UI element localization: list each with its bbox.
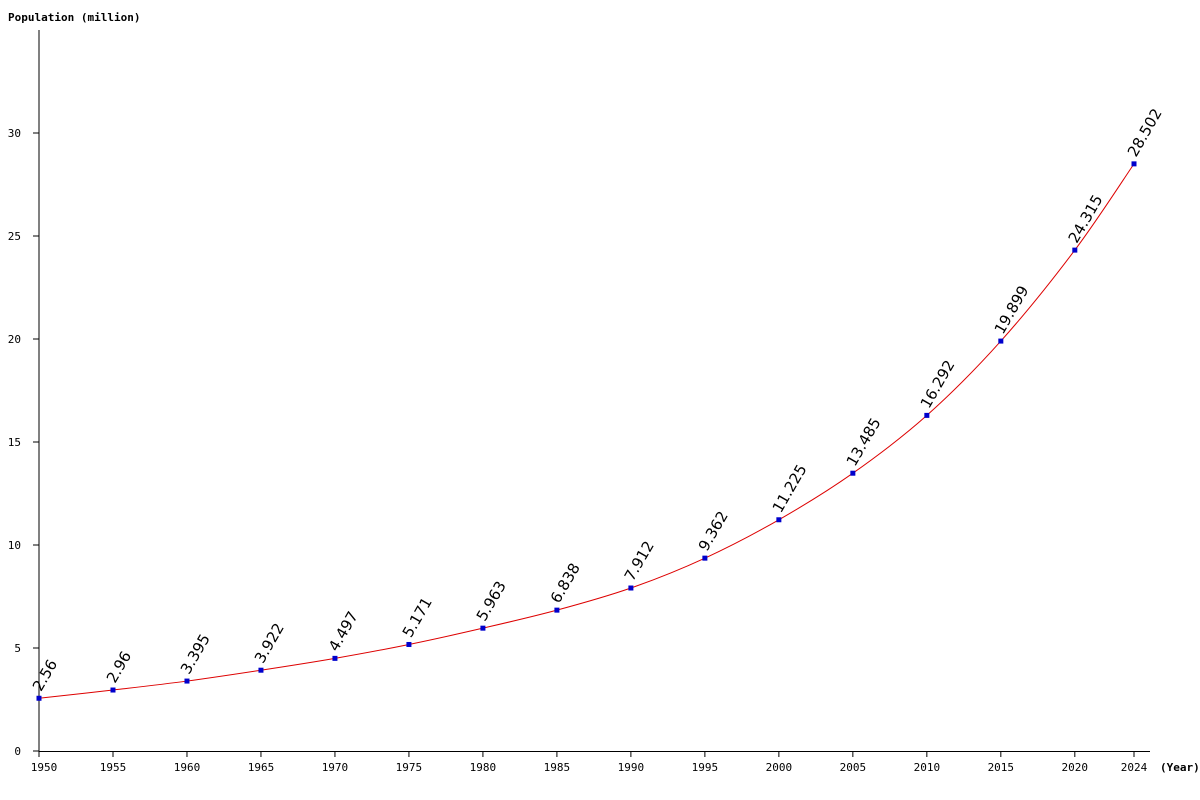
data-point-marker [480,625,486,631]
data-point-label: 3.395 [177,631,214,677]
data-point-label: 9.362 [695,508,732,554]
x-tick-label: 2020 [1062,761,1089,774]
data-point-marker [998,338,1004,344]
x-tick-label: 1955 [100,761,127,774]
x-tick-label: 1980 [470,761,497,774]
y-axis-title: Population (million) [8,11,140,24]
data-point-label: 2.56 [29,656,61,694]
y-tick-label: 25 [8,230,21,243]
data-point-marker [924,412,930,418]
data-point-label: 13.485 [843,415,885,469]
x-tick-label: 1995 [692,761,719,774]
x-axis-title: (Year) [1160,761,1200,774]
x-tick-label: 2024 [1121,761,1148,774]
data-point-label: 5.171 [399,594,436,640]
data-point-marker [184,678,190,684]
x-tick-label: 1950 [31,761,58,774]
data-point-marker [776,517,782,523]
data-point-label: 4.497 [325,608,362,654]
data-point-marker [702,555,708,561]
x-tick-label: 1975 [396,761,423,774]
x-tick-label: 1960 [174,761,201,774]
x-tick-label: 2000 [766,761,793,774]
y-tick-label: 15 [8,436,21,449]
data-point-label: 28.502 [1124,105,1166,159]
x-tick-label: 1985 [544,761,571,774]
x-axis-ticks: 1950 1955 1960 1965 1970 1975 1980 1985 1990 1995… [31,751,1148,774]
data-point-marker [628,585,634,591]
data-point-label: 3.922 [251,620,288,666]
data-point-marker [110,687,116,693]
data-point-label: 5.963 [473,578,510,624]
data-point-marker [406,641,412,647]
data-point-marker [1131,161,1137,167]
x-tick-label: 1970 [322,761,349,774]
data-point-marker [332,655,338,661]
y-tick-label: 30 [8,127,21,140]
series-line [38,163,1135,699]
data-point-label: 24.315 [1065,192,1107,246]
series-data-labels: 2.56 2.96 3.395 3.922 4.497 5.171 5.963 6.838 7.… [29,105,1166,694]
x-tick-label: 2015 [988,761,1015,774]
y-tick-label: 0 [14,745,21,758]
data-point-label: 2.96 [103,648,135,686]
data-point-label: 7.912 [621,538,658,584]
y-tick-label: 20 [8,333,21,346]
x-tick-label: 1965 [248,761,275,774]
x-tick-label: 2010 [914,761,941,774]
data-point-marker [258,667,264,673]
data-point-label: 11.225 [769,461,811,515]
data-point-label: 6.838 [547,560,584,606]
series-markers [36,161,1137,701]
y-tick-label: 10 [8,539,21,552]
x-tick-label: 2005 [840,761,867,774]
data-point-marker [36,695,42,701]
data-point-marker [1072,247,1078,253]
x-tick-label: 1990 [618,761,645,774]
y-tick-label: 5 [14,642,21,655]
data-point-label: 16.292 [917,357,959,411]
data-point-marker [554,607,560,613]
data-point-marker [850,470,856,476]
y-axis-ticks: 0 5 10 15 20 25 30 [8,127,39,758]
